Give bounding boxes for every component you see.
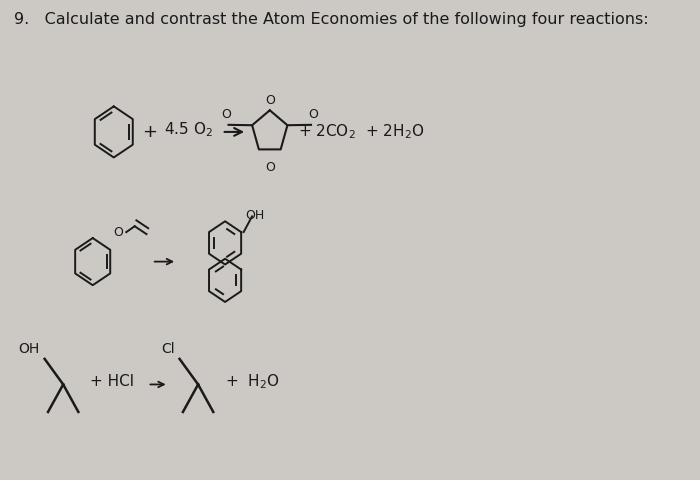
Text: + HCl: + HCl xyxy=(90,374,134,389)
Text: O: O xyxy=(113,226,122,239)
Text: +  H$_2$O: + H$_2$O xyxy=(225,372,279,391)
Text: O: O xyxy=(265,95,274,108)
Text: OH: OH xyxy=(245,209,265,222)
Text: 4.5 O$_2$: 4.5 O$_2$ xyxy=(164,120,214,139)
Text: O: O xyxy=(265,161,274,174)
Text: 9.   Calculate and contrast the Atom Economies of the following four reactions:: 9. Calculate and contrast the Atom Econo… xyxy=(14,12,649,27)
Text: OH: OH xyxy=(18,342,40,356)
Text: O: O xyxy=(221,108,231,121)
Text: + 2CO$_2$  + 2H$_2$O: + 2CO$_2$ + 2H$_2$O xyxy=(298,122,424,141)
Text: Cl: Cl xyxy=(161,342,174,356)
Text: +: + xyxy=(141,123,157,141)
Text: O: O xyxy=(309,108,318,121)
